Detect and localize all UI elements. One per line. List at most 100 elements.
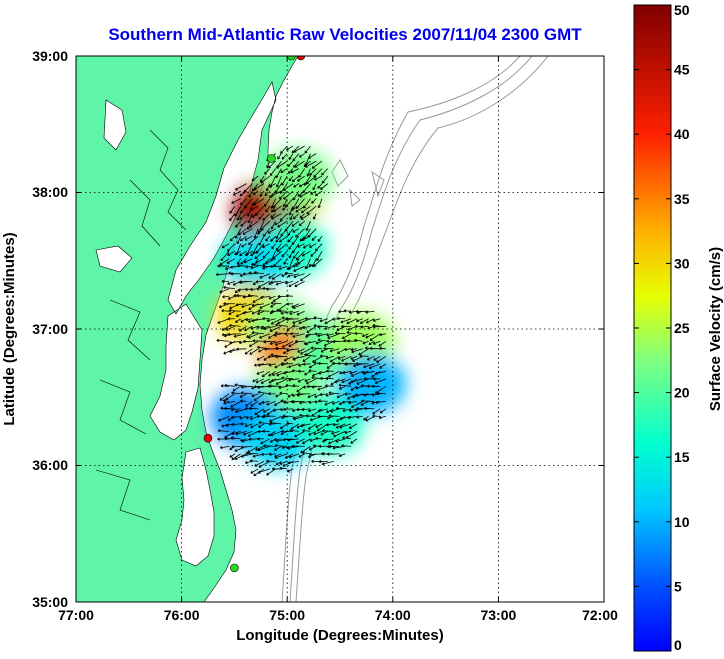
velocity-vector	[249, 220, 259, 228]
velocity-vector	[300, 348, 311, 355]
velocity-vector	[257, 468, 270, 474]
velocity-vector	[332, 423, 340, 427]
velocity-vector	[315, 340, 323, 345]
velocity-vector	[283, 183, 294, 191]
velocity-vector	[288, 340, 299, 348]
coastline-detail	[95, 129, 187, 521]
velocity-vector	[335, 423, 346, 429]
velocity-vector	[304, 317, 317, 321]
velocity-vector	[255, 378, 265, 384]
velocity-vector	[325, 384, 334, 388]
velocity-vector	[279, 461, 288, 465]
velocity-vector	[245, 451, 259, 455]
colorbar: 0 5 10 15 20 25 30 35 40 45 50 Surface Velocity (c…	[633, 2, 724, 653]
velocity-vector	[260, 220, 271, 231]
velocity-vector	[320, 348, 329, 353]
velocity-vector	[294, 160, 305, 168]
velocity-vector	[230, 436, 241, 440]
velocity-vector	[366, 318, 375, 324]
velocity-vector	[356, 378, 369, 385]
velocity-vector	[321, 175, 329, 184]
velocity-vector	[297, 258, 305, 265]
velocity-vector	[316, 250, 323, 261]
velocity-vector	[275, 323, 288, 327]
velocity-vector	[351, 348, 363, 354]
velocity-vector	[325, 376, 334, 381]
velocity-vector	[273, 333, 282, 337]
velocity-vector	[225, 325, 236, 331]
velocity-vector	[374, 370, 387, 375]
velocity-vector	[378, 415, 387, 420]
velocity-vector	[334, 331, 346, 335]
velocity-vector	[341, 444, 352, 448]
velocity-vector	[279, 235, 288, 243]
velocity-vector	[267, 355, 276, 359]
velocity-vector	[257, 310, 265, 315]
velocity-vector	[304, 378, 311, 382]
velocity-vector	[238, 228, 247, 236]
velocity-vector	[270, 264, 282, 269]
velocity-vector	[275, 355, 288, 359]
velocity-vector	[239, 190, 247, 197]
velocity-vector	[219, 288, 230, 294]
velocity-vector	[272, 250, 282, 259]
velocity-vector	[349, 408, 357, 412]
velocity-vector	[290, 168, 300, 174]
velocity-vector	[291, 393, 299, 397]
colorbar-tick-label: 5	[674, 578, 682, 594]
velocity-vector	[234, 318, 241, 323]
plot-area	[76, 56, 604, 602]
velocity-vector	[314, 175, 323, 181]
velocity-vector	[274, 220, 282, 226]
velocity-vector	[253, 271, 265, 275]
velocity-vector	[337, 355, 346, 360]
velocity-vector	[257, 446, 270, 452]
x-tick-label: 74:00	[375, 607, 411, 623]
velocity-vector	[342, 370, 352, 375]
velocity-vector	[360, 325, 369, 329]
velocity-vector	[360, 400, 369, 406]
velocity-vector	[355, 318, 363, 323]
velocity-vector	[240, 445, 253, 449]
velocity-vector	[258, 348, 265, 353]
velocity-vector	[302, 243, 311, 249]
velocity-vector	[229, 205, 236, 214]
velocity-vector	[356, 406, 369, 411]
velocity-vector	[328, 414, 340, 418]
velocity-vector	[251, 393, 259, 398]
velocity-vector	[291, 220, 300, 227]
velocity-vector	[295, 438, 305, 444]
velocity-vector	[249, 406, 259, 411]
velocity-vectors	[215, 145, 387, 477]
velocity-vector	[239, 415, 247, 420]
velocity-vector	[314, 190, 323, 197]
velocity-vector	[349, 370, 358, 375]
velocity-vector	[248, 235, 259, 245]
velocity-vector	[266, 400, 276, 406]
velocity-vector	[278, 309, 288, 313]
velocity-vector	[251, 303, 265, 307]
velocity-vector	[275, 228, 282, 239]
velocity-vector	[245, 265, 253, 269]
velocity-vector	[289, 310, 299, 315]
velocity-vector	[288, 280, 300, 287]
velocity-vector	[249, 415, 259, 421]
velocity-vector	[269, 421, 282, 425]
velocity-vector	[261, 400, 270, 405]
velocity-vector	[215, 272, 230, 277]
velocity-vector	[243, 258, 253, 264]
velocity-vector	[340, 318, 352, 324]
velocity-vector	[287, 228, 294, 236]
velocity-vector	[253, 393, 265, 402]
velocity-vector	[267, 228, 276, 234]
velocity-vector	[298, 168, 305, 178]
velocity-vector	[323, 438, 334, 442]
velocity-vector	[296, 310, 305, 316]
velocity-vector	[240, 391, 253, 395]
velocity-vector	[262, 408, 270, 413]
velocity-vector	[361, 399, 375, 403]
velocity-vector	[250, 265, 259, 270]
velocity-vector	[309, 415, 323, 422]
velocity-vector	[229, 213, 236, 221]
velocity-vector	[332, 324, 340, 329]
